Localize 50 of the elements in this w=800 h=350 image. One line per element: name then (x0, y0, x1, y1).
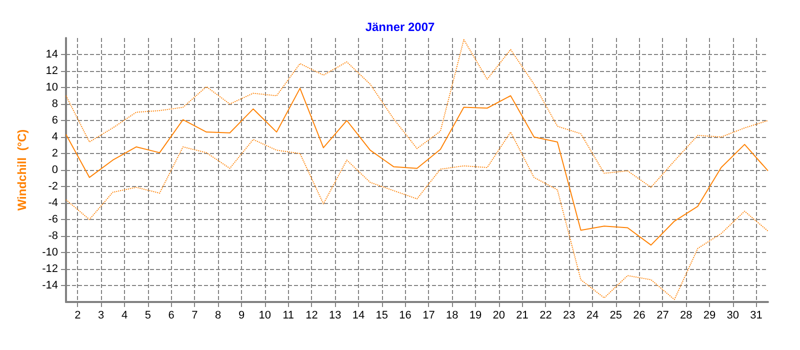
x-tick-label: 13 (328, 310, 342, 322)
x-tick-label: 15 (376, 310, 388, 322)
x-tick-label: 6 (168, 310, 174, 322)
x-tick-label: 2 (74, 310, 81, 322)
x-tick-label: 10 (258, 310, 272, 322)
line-series (66, 88, 768, 246)
y-tick-label: -8 (48, 230, 58, 242)
y-tick-label: 14 (46, 48, 58, 60)
y-tick-label: 2 (52, 148, 58, 160)
y-tick-label: -10 (42, 246, 58, 258)
x-tick-label: 20 (492, 310, 506, 322)
y-tick-label: 0 (52, 164, 58, 176)
x-tick-label: 25 (610, 310, 622, 322)
x-tick-label: 28 (680, 310, 692, 322)
y-tick-label: 10 (46, 82, 58, 94)
x-tick-label: 18 (446, 310, 458, 322)
x-tick-label: 16 (399, 310, 412, 322)
x-tick-label: 4 (121, 310, 128, 322)
x-tick-label: 22 (540, 310, 552, 322)
y-tick-label: -14 (42, 280, 58, 292)
x-tick-label: 23 (562, 310, 576, 322)
x-tick-label: 14 (352, 310, 365, 322)
y-tick-label: -6 (48, 214, 58, 226)
y-tick-label: 8 (52, 98, 58, 110)
line-series (66, 132, 768, 300)
x-tick-label: 21 (516, 310, 528, 322)
x-tick-label: 7 (192, 310, 198, 322)
y-tick-label: 6 (52, 114, 58, 126)
x-tick-label: 30 (726, 310, 740, 322)
y-tick-label: -4 (48, 197, 58, 209)
x-tick-label: 24 (586, 310, 599, 322)
x-tick-label: 26 (633, 310, 646, 322)
chart-title: Jänner 2007 (365, 20, 436, 34)
x-tick-label: 5 (144, 310, 151, 322)
x-tick-label: 8 (215, 310, 222, 322)
x-tick-label: 9 (238, 310, 245, 322)
y-axis-title: Windchill (°C) (15, 129, 29, 211)
y-tick-label: 12 (46, 65, 58, 77)
x-tick-label: 31 (750, 310, 762, 322)
x-tick-label: 27 (656, 310, 669, 322)
x-tick-label: 12 (306, 310, 318, 322)
y-tick-label: 4 (52, 131, 58, 143)
line-series (66, 39, 768, 188)
x-tick-label: 19 (469, 310, 482, 322)
x-tick-label: 11 (282, 310, 294, 322)
x-tick-label: 17 (422, 310, 435, 322)
x-tick-label: 29 (703, 310, 716, 322)
y-tick-label: -12 (42, 263, 58, 275)
x-tick-label: 3 (98, 310, 104, 322)
y-tick-label: -2 (48, 180, 58, 192)
